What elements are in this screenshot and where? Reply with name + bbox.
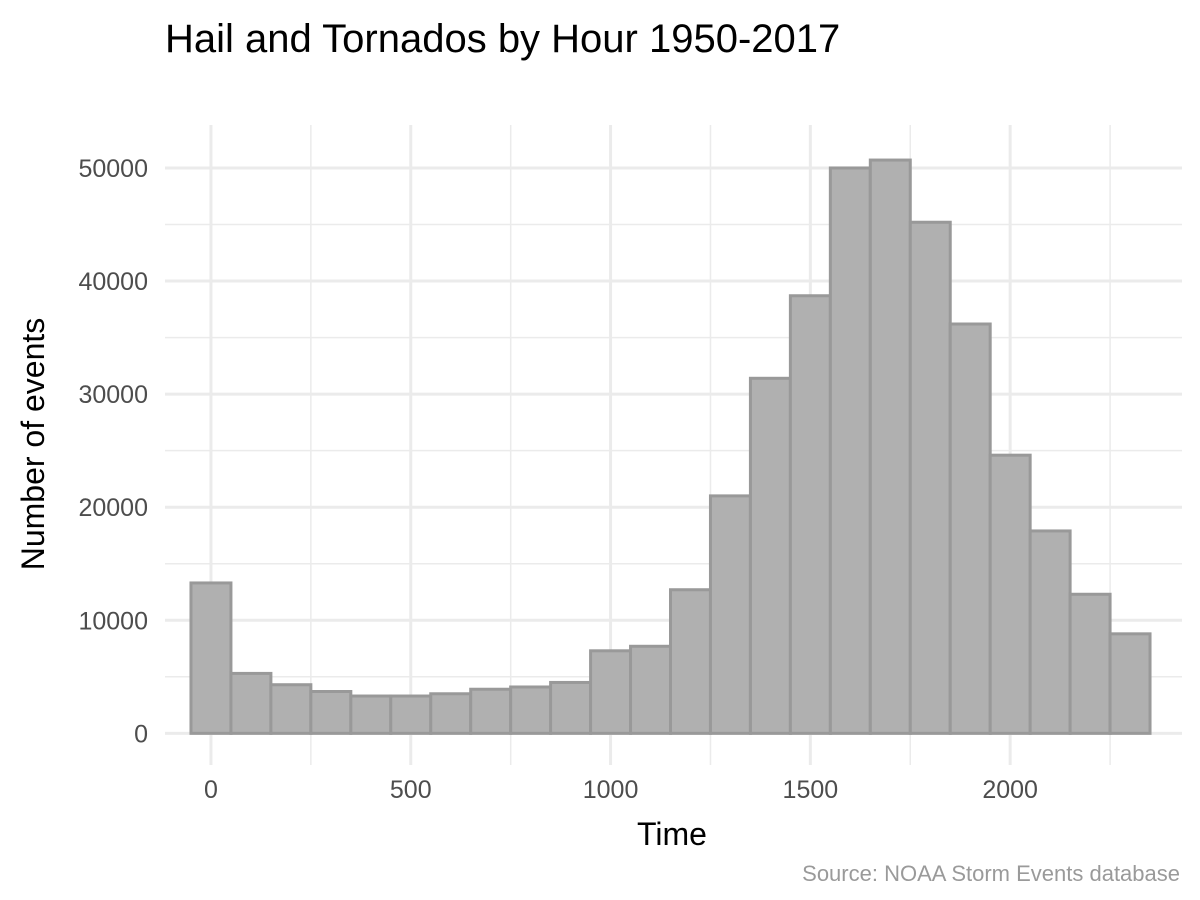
histogram-bar bbox=[229, 671, 273, 735]
y-tick-label: 20000 bbox=[78, 494, 148, 522]
y-tick-label: 50000 bbox=[78, 155, 148, 183]
histogram-bar bbox=[868, 158, 912, 735]
x-tick-label: 1500 bbox=[783, 776, 839, 804]
histogram-bar bbox=[589, 649, 633, 735]
x-tick-label: 2000 bbox=[982, 776, 1038, 804]
histogram-bar bbox=[828, 166, 872, 735]
y-axis-ticks: 0 10000 20000 30000 40000 50000 bbox=[78, 155, 148, 748]
x-tick-label: 0 bbox=[204, 776, 218, 804]
histogram-bar bbox=[748, 376, 792, 735]
histogram-bar bbox=[469, 687, 513, 735]
histogram-bar bbox=[389, 694, 433, 735]
x-tick-label: 500 bbox=[390, 776, 432, 804]
histogram-bar bbox=[1108, 632, 1152, 735]
histogram-bar bbox=[1028, 529, 1072, 735]
histogram-bar bbox=[788, 294, 832, 735]
histogram-bar bbox=[1068, 592, 1112, 735]
x-tick-label: 1000 bbox=[583, 776, 639, 804]
x-axis-title: Time bbox=[637, 816, 707, 852]
histogram-bar bbox=[708, 494, 752, 735]
histogram-bar bbox=[189, 581, 233, 735]
histogram-bar bbox=[349, 694, 393, 735]
histogram-bar bbox=[429, 692, 473, 735]
y-tick-label: 0 bbox=[134, 720, 148, 748]
y-axis-title: Number of events bbox=[15, 318, 51, 571]
histogram-bar bbox=[549, 680, 593, 735]
bars bbox=[189, 158, 1152, 735]
histogram-bar bbox=[908, 220, 952, 735]
histogram-bar bbox=[269, 683, 313, 735]
histogram-bar bbox=[629, 644, 673, 735]
y-tick-label: 40000 bbox=[78, 268, 148, 296]
histogram-bar bbox=[309, 690, 353, 735]
histogram-bar bbox=[669, 588, 712, 735]
y-tick-label: 10000 bbox=[78, 607, 148, 635]
histogram-bar bbox=[948, 322, 992, 735]
histogram-bar bbox=[509, 685, 553, 735]
source-caption: Source: NOAA Storm Events database bbox=[802, 861, 1180, 886]
histogram-bar bbox=[988, 453, 1032, 735]
x-axis-ticks: 0 500 1000 1500 2000 bbox=[204, 776, 1038, 804]
chart-title: Hail and Tornados by Hour 1950-2017 bbox=[165, 17, 840, 61]
y-tick-label: 30000 bbox=[78, 381, 148, 409]
